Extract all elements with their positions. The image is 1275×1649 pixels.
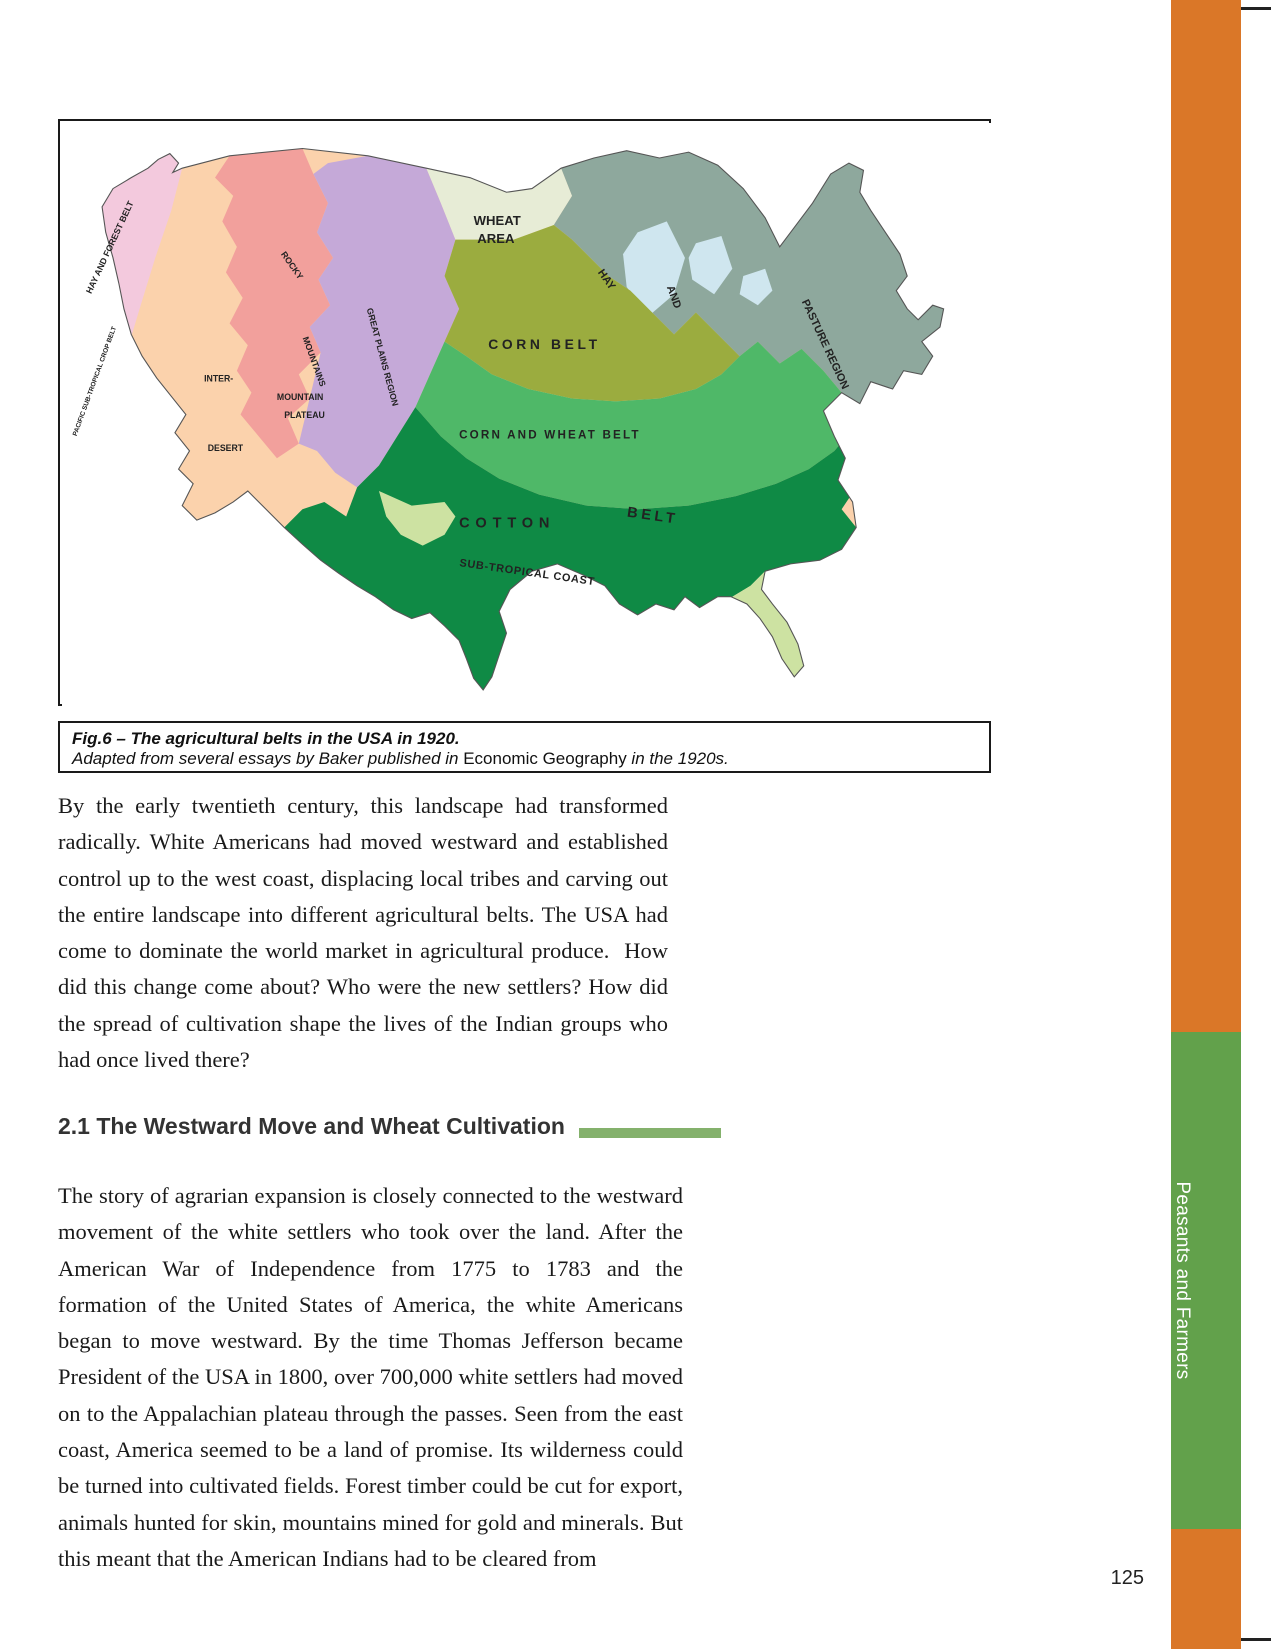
svg-text:WHEAT: WHEAT [474, 213, 521, 228]
svg-text:CORN BELT: CORN BELT [488, 336, 600, 352]
svg-text:AREA: AREA [477, 231, 515, 246]
svg-text:PLATEAU: PLATEAU [284, 410, 325, 420]
svg-text:CORN AND WHEAT BELT: CORN AND WHEAT BELT [459, 429, 641, 442]
svg-text:MOUNTAIN: MOUNTAIN [277, 392, 323, 402]
svg-text:DESERT: DESERT [208, 443, 244, 453]
svg-text:INTER-: INTER- [204, 374, 233, 384]
svg-text:COTTON: COTTON [459, 515, 555, 531]
